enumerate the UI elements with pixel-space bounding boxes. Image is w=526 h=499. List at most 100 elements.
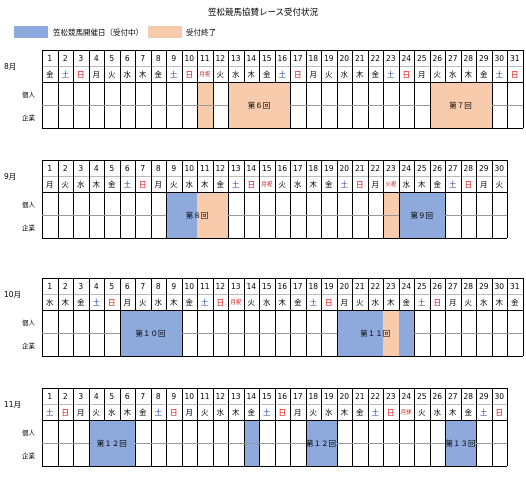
grid-line xyxy=(321,388,322,420)
day-number: 21 xyxy=(354,53,365,63)
weekday-label: 金 xyxy=(46,69,54,79)
weekday-label: 金 xyxy=(511,297,519,307)
weekday-label: 火 xyxy=(108,69,116,79)
grid-line xyxy=(73,388,74,420)
grid-line xyxy=(243,388,245,420)
grid-line xyxy=(197,278,198,310)
day-number: 19 xyxy=(323,53,334,63)
day-number: 1 xyxy=(47,281,53,291)
weekday-label: 金 xyxy=(356,407,364,417)
grid-line xyxy=(166,192,167,238)
day-number: 9 xyxy=(171,53,177,63)
grid-line xyxy=(243,160,245,192)
day-number: 26 xyxy=(432,53,443,63)
weekday-label: 火 xyxy=(92,407,101,417)
grid-line xyxy=(119,160,121,192)
grid-line xyxy=(476,50,477,82)
grid-line xyxy=(197,160,198,192)
weekday-label: 土 xyxy=(123,179,132,189)
grid-line xyxy=(166,50,167,82)
grid-line xyxy=(119,50,121,82)
grid-line xyxy=(73,278,74,310)
day-number: 24 xyxy=(401,391,412,401)
grid-line xyxy=(42,443,89,444)
weekday-label: 火 xyxy=(309,407,318,417)
grid-line xyxy=(290,105,430,106)
grid-line xyxy=(321,160,322,192)
grid-line xyxy=(259,388,260,420)
grid-line xyxy=(181,278,183,310)
grid-line xyxy=(42,66,523,67)
weekday-label: 火 xyxy=(216,69,225,79)
grid-line xyxy=(135,278,136,310)
grid-line xyxy=(274,50,276,82)
weekday-label: 土 xyxy=(61,69,70,79)
grid-line xyxy=(398,50,400,82)
weekday-label: 水 xyxy=(46,297,54,307)
grid-line xyxy=(212,388,214,420)
weekday-label: 木 xyxy=(495,297,504,307)
weekday-label: 木 xyxy=(232,407,240,417)
weekday-label: 金 xyxy=(139,407,147,417)
weekday-label: 水 xyxy=(216,407,225,417)
weekday-label: 日 xyxy=(294,69,302,79)
grid-line xyxy=(88,160,90,192)
weekday-label: 木 xyxy=(278,297,287,307)
reception-block-open xyxy=(398,310,414,356)
weekday-label: 金 xyxy=(325,179,333,189)
day-number: 14 xyxy=(246,391,257,401)
weekday-label: 月祝 xyxy=(230,300,242,306)
grid-line xyxy=(414,278,415,310)
grid-line xyxy=(383,388,384,420)
grid-line xyxy=(88,420,90,466)
grid-line xyxy=(259,50,260,82)
weekday-label: 月 xyxy=(294,407,302,417)
grid-line xyxy=(429,160,431,192)
grid-line xyxy=(429,278,431,310)
race-label: 第１１回 xyxy=(360,328,391,338)
grid-line xyxy=(42,238,507,239)
grid-line xyxy=(507,388,508,420)
row-label-corporate: 企業 xyxy=(22,451,35,460)
day-number: 30 xyxy=(494,391,505,401)
grid-line xyxy=(367,160,369,192)
weekday-label: 土 xyxy=(495,69,504,79)
weekday-label: 木 xyxy=(340,407,349,417)
weekday-label: 月 xyxy=(92,69,101,79)
month-label: 10月 xyxy=(4,289,22,299)
grid-line xyxy=(181,388,183,420)
row-label-individual: 個人 xyxy=(22,90,35,99)
weekday-label: 金 xyxy=(108,179,116,189)
grid-line xyxy=(460,388,462,420)
row-label-individual: 個人 xyxy=(22,428,35,437)
day-number: 19 xyxy=(323,163,334,173)
day-number: 21 xyxy=(354,391,365,401)
day-number: 17 xyxy=(292,163,303,173)
grid-line xyxy=(274,160,276,192)
weekday-label: 月 xyxy=(371,179,380,189)
page-title: 笠松競馬協賛レース受付状況 xyxy=(207,8,319,18)
grid-line xyxy=(181,50,183,82)
day-number: 3 xyxy=(78,53,84,63)
grid-line xyxy=(135,443,306,444)
grid-line xyxy=(57,160,59,192)
grid-line xyxy=(73,50,74,82)
weekday-label: 金 xyxy=(433,179,442,189)
grid-line xyxy=(491,388,493,420)
grid-line xyxy=(42,50,523,51)
grid-line xyxy=(181,333,337,334)
grid-line xyxy=(73,160,74,192)
day-number: 3 xyxy=(78,281,84,291)
grid-line xyxy=(197,388,198,420)
grid-line xyxy=(445,160,446,192)
grid-line xyxy=(305,420,307,466)
weekday-label: 月 xyxy=(46,179,54,189)
day-number: 29 xyxy=(478,53,489,63)
weekday-label: 日 xyxy=(185,69,194,79)
grid-line xyxy=(150,388,152,420)
grid-line xyxy=(150,160,152,192)
weekday-label: 水 xyxy=(123,69,132,79)
grid-line xyxy=(259,160,260,192)
grid-line xyxy=(321,278,322,310)
